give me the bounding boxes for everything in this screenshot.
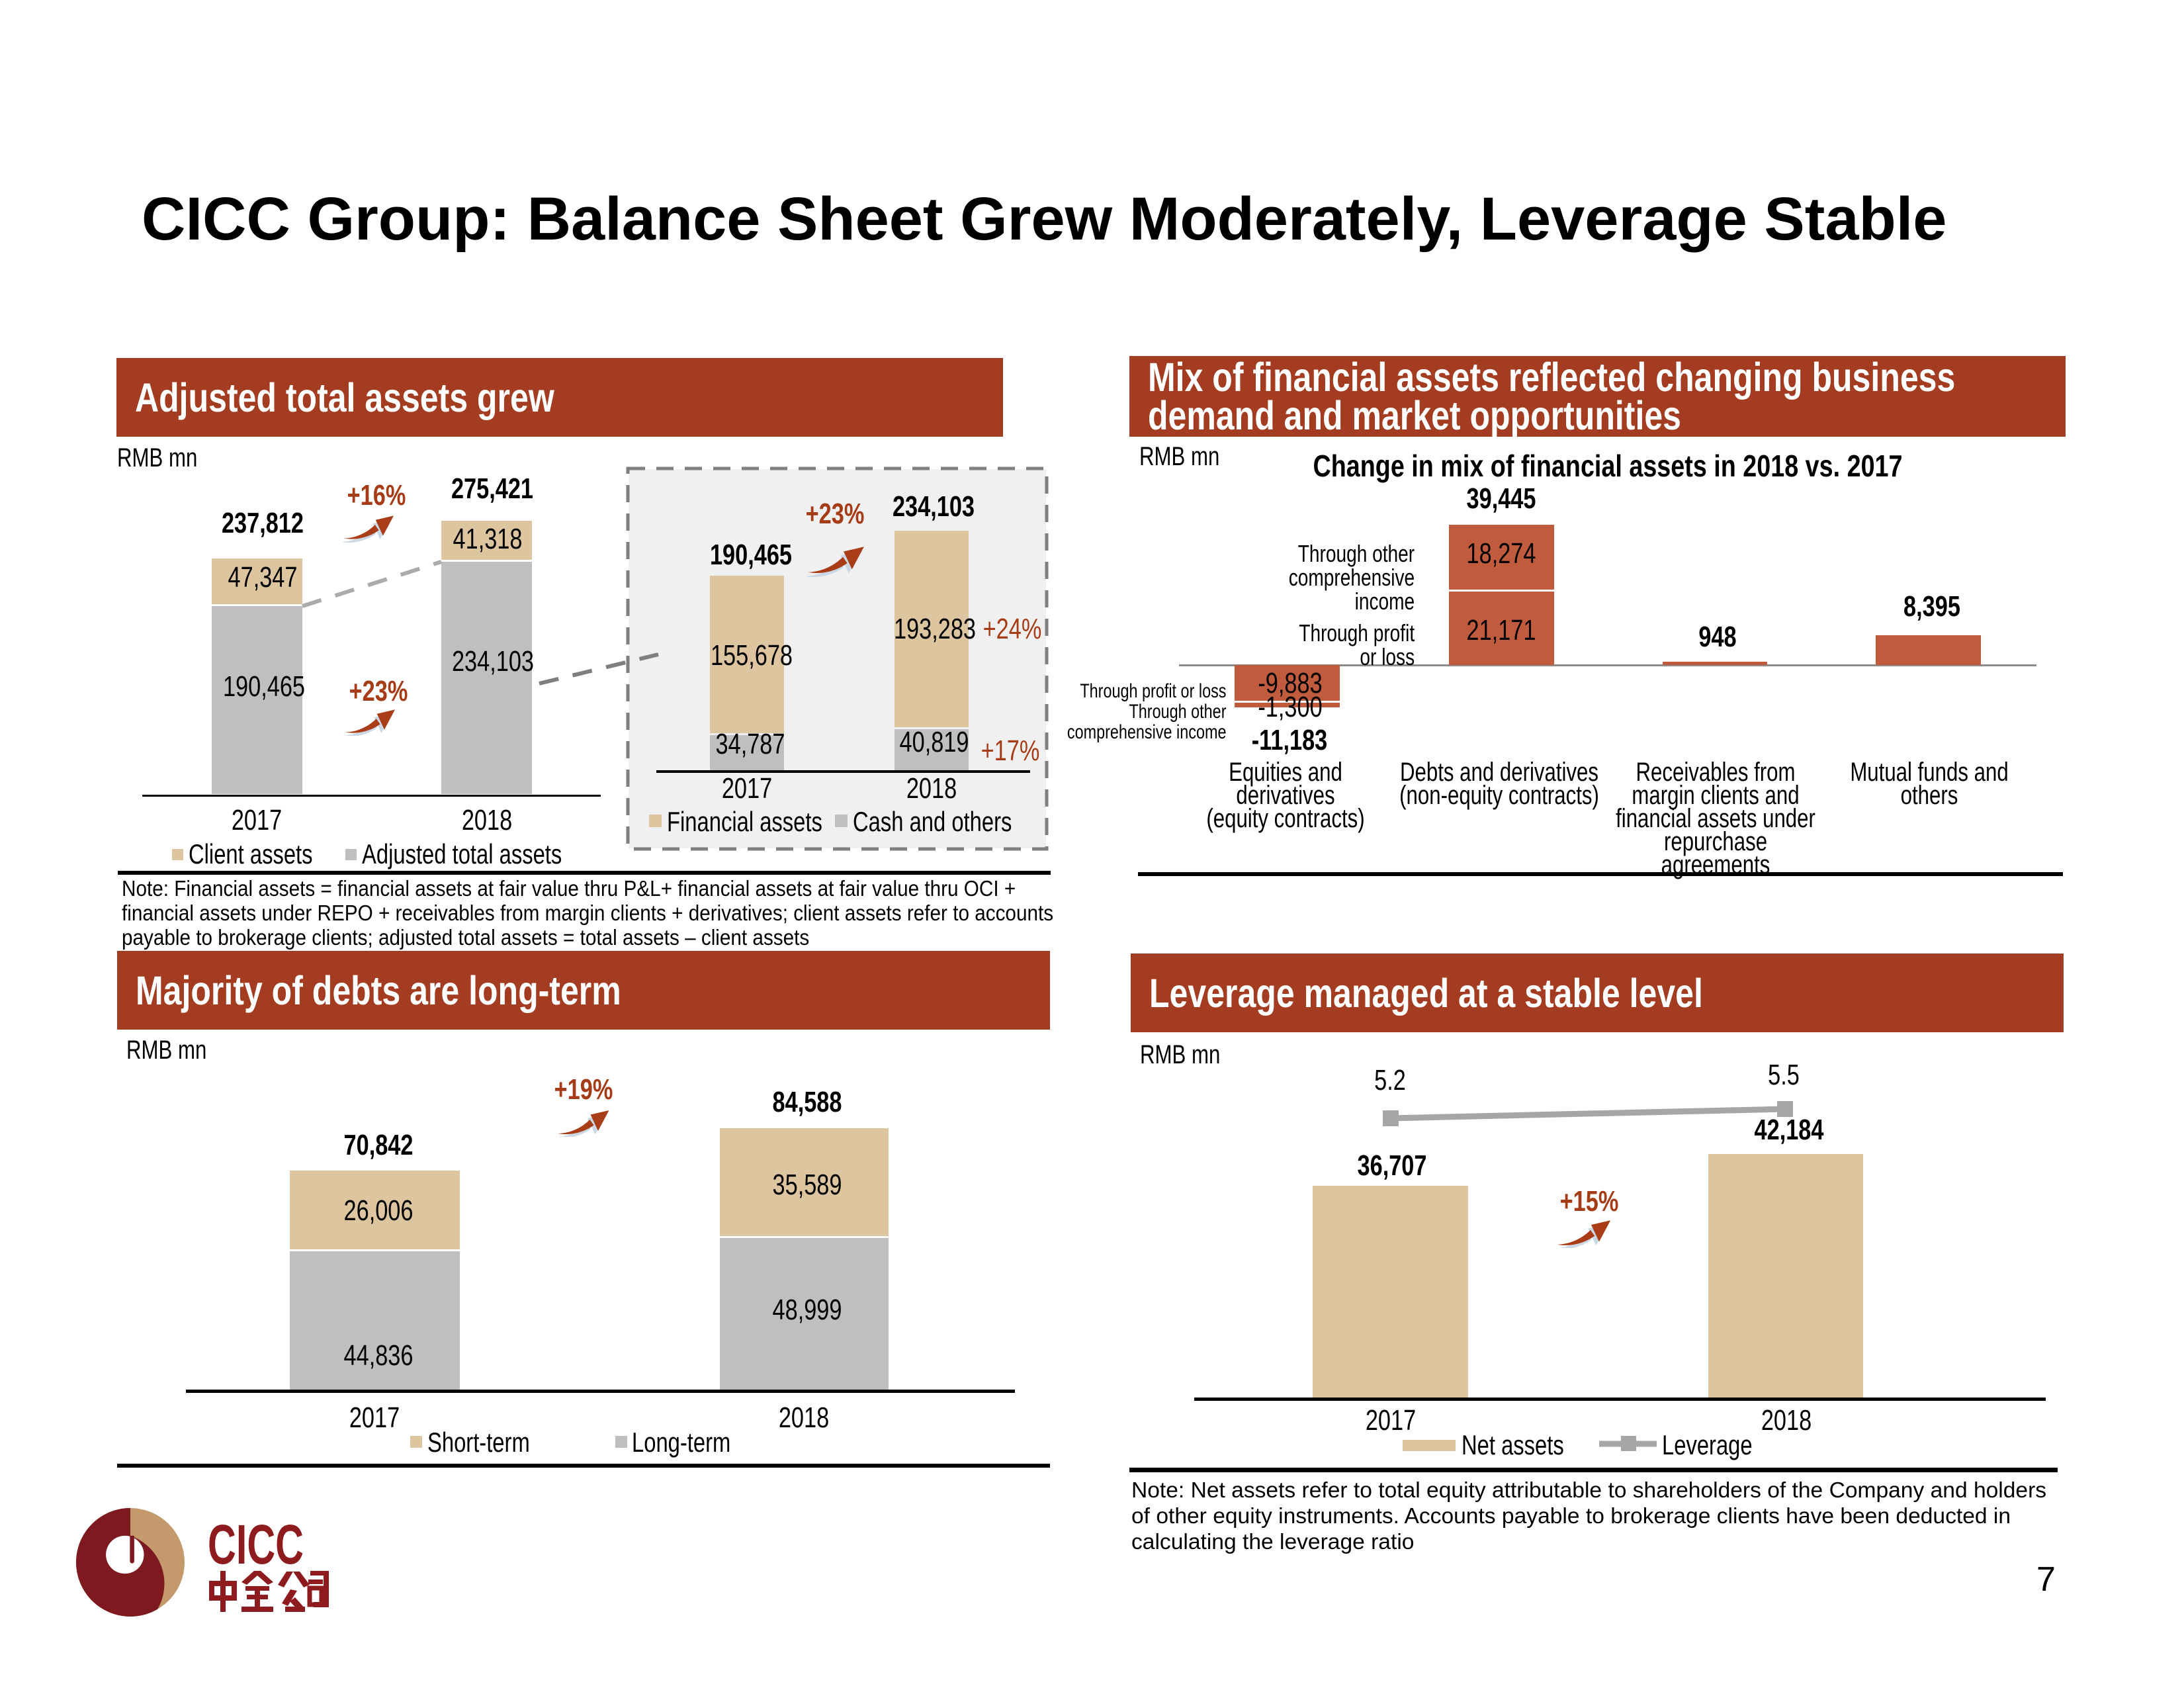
svg-text:CICC: CICC [208,1515,304,1576]
